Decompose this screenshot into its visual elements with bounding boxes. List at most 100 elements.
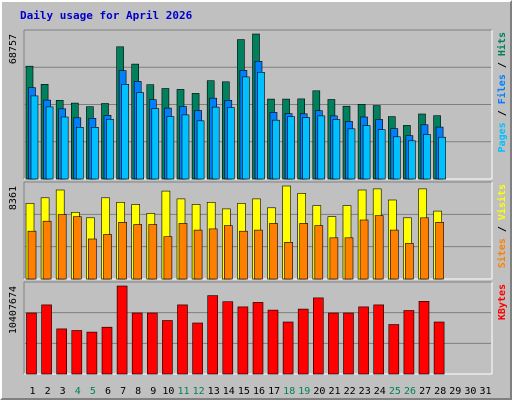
bar-sites-day-4 [73,216,82,280]
x-tick-day-26: 26 [404,386,416,397]
bar-sites-day-5 [88,238,97,280]
bar-sites-day-6 [103,234,112,280]
x-tick-day-11: 11 [177,386,189,397]
bar-kbytes-day-12 [192,322,203,375]
legend-1: Pages / Files / Hits [496,32,508,152]
legend-files: Files [496,74,508,104]
bar-sites-day-24 [374,215,384,280]
x-tick-day-14: 14 [223,386,235,397]
bar-pages-day-28 [438,136,446,180]
bar-kbytes-day-28 [433,321,445,375]
bar-kbytes-day-25 [388,324,400,375]
legend-hits: Hits [496,32,508,56]
legend-visits: Visits [496,184,508,220]
bar-pages-day-7 [121,84,129,180]
bar-pages-day-9 [151,108,160,180]
bar-pages-day-8 [136,92,144,180]
x-tick-day-30: 30 [464,386,476,397]
bar-pages-day-16 [257,72,265,180]
bar-pages-day-21 [332,119,341,180]
bar-kbytes-day-8 [131,312,143,375]
x-tick-day-28: 28 [434,386,446,397]
bar-sites-day-27 [420,217,429,280]
bar-pages-day-5 [91,127,99,180]
bar-kbytes-day-11 [177,304,188,375]
bar-kbytes-day-7 [116,285,128,375]
bar-sites-day-10 [163,236,173,280]
x-tick-day-10: 10 [162,386,174,397]
x-tick-day-3: 3 [60,386,66,397]
bar-pages-day-25 [392,136,401,180]
bar-sites-day-15 [239,230,248,280]
bar-sites-day-26 [405,243,414,280]
x-tick-day-4: 4 [75,386,81,397]
bar-kbytes-day-20 [312,297,324,375]
x-tick-day-25: 25 [389,386,401,397]
x-tick-day-20: 20 [313,386,325,397]
legend-separator: / [497,56,508,74]
bar-kbytes-day-10 [162,320,173,375]
x-tick-day-7: 7 [120,386,126,397]
x-tick-day-19: 19 [298,386,310,397]
bar-kbytes-day-1 [26,312,37,375]
bar-pages-day-24 [377,129,386,180]
bar-kbytes-day-2 [41,304,52,375]
legend-separator: / [497,220,508,238]
x-tick-day-18: 18 [283,386,295,397]
bar-pages-day-4 [76,127,84,180]
bar-pages-day-10 [166,116,175,180]
bar-sites-day-16 [254,229,263,280]
y-max-label-3: 10407674 [8,286,19,334]
x-tick-day-2: 2 [45,386,51,397]
bar-kbytes-day-16 [252,302,264,375]
x-tick-day-21: 21 [328,386,340,397]
bar-pages-day-6 [106,119,114,180]
bar-pages-day-23 [362,125,371,180]
bar-pages-day-13 [211,106,220,180]
x-tick-day-27: 27 [419,386,431,397]
bar-kbytes-day-14 [222,301,234,375]
bar-kbytes-day-17 [267,309,279,375]
legend-kbytes: KBytes [497,284,508,320]
bar-pages-day-27 [423,134,431,180]
bar-sites-day-11 [178,223,188,280]
bar-kbytes-day-15 [237,306,249,375]
bar-kbytes-day-3 [56,328,68,375]
x-tick-day-8: 8 [135,386,141,397]
bar-pages-day-2 [45,106,54,180]
x-tick-day-13: 13 [208,386,220,397]
bar-sites-day-20 [314,225,324,280]
bar-pages-day-12 [196,120,205,180]
x-tick-day-29: 29 [449,386,461,397]
bar-kbytes-day-22 [343,312,354,375]
bar-pages-day-1 [30,95,39,180]
bar-sites-day-21 [329,237,339,280]
bar-sites-day-19 [299,223,309,280]
bar-kbytes-day-27 [418,300,430,375]
bar-kbytes-day-5 [86,331,98,375]
bar-kbytes-day-19 [297,308,309,375]
bar-kbytes-day-21 [328,312,339,375]
x-tick-day-16: 16 [253,386,265,397]
bar-kbytes-day-23 [358,306,369,375]
x-tick-day-24: 24 [374,386,386,397]
y-max-label-2: 8361 [8,186,19,210]
bar-kbytes-day-26 [403,310,415,375]
bar-sites-day-1 [27,230,37,280]
x-tick-day-6: 6 [105,386,111,397]
bar-sites-day-8 [133,224,142,280]
x-tick-day-31: 31 [479,386,491,397]
x-tick-day-1: 1 [29,386,35,397]
x-tick-day-23: 23 [359,386,371,397]
bar-kbytes-day-13 [207,295,218,375]
bar-pages-day-22 [347,128,356,180]
bar-pages-day-18 [287,116,295,180]
x-tick-day-17: 17 [268,386,280,397]
chart-title: Daily usage for April 2026 [20,9,193,22]
bar-kbytes-day-24 [373,304,385,375]
bar-pages-day-19 [302,117,311,180]
bar-sites-day-2 [42,220,52,280]
bar-pages-day-26 [408,140,416,180]
